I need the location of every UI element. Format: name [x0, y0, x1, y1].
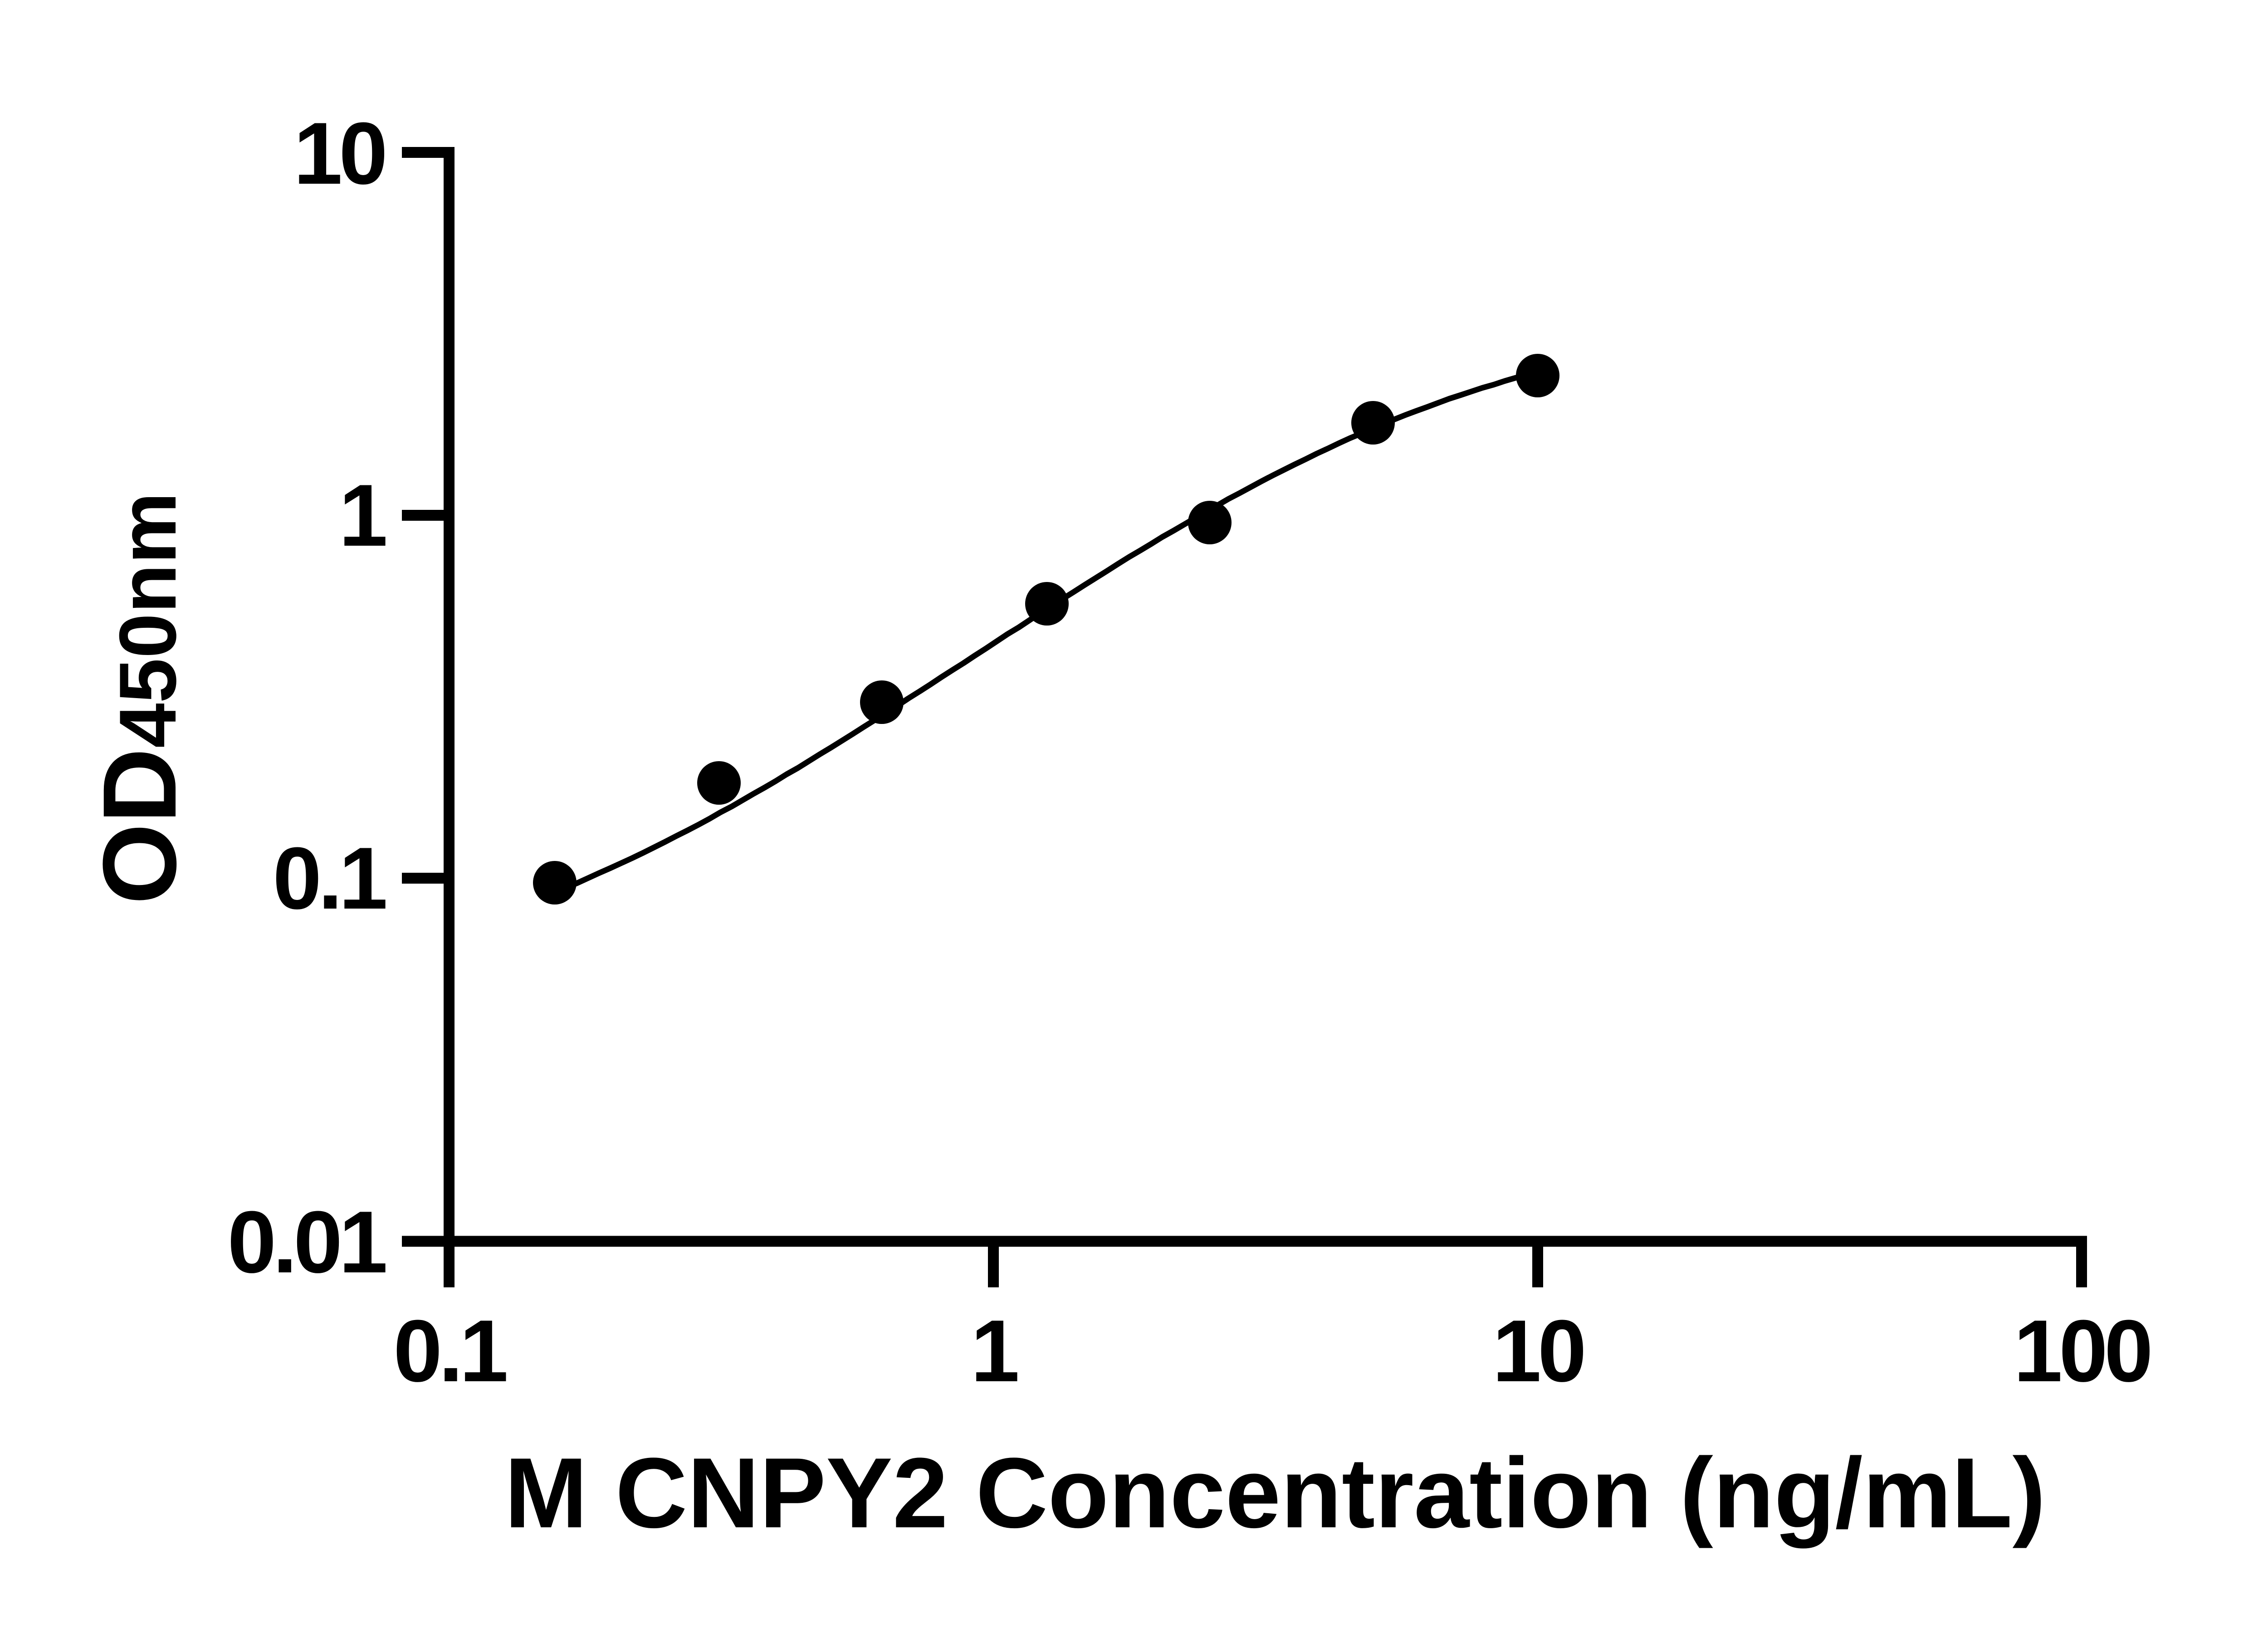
svg-text:1: 1: [971, 1302, 1017, 1400]
svg-text:10: 10: [293, 104, 384, 203]
svg-text:0.01: 0.01: [227, 1193, 386, 1291]
svg-text:M CNPY2 Concentration (ng/mL): M CNPY2 Concentration (ng/mL): [504, 1437, 2046, 1549]
svg-text:0.1: 0.1: [273, 829, 386, 928]
svg-text:OD450nm: OD450nm: [81, 492, 198, 905]
svg-text:100: 100: [2014, 1302, 2150, 1400]
svg-text:1: 1: [339, 466, 386, 565]
svg-text:10: 10: [1492, 1302, 1583, 1400]
svg-text:0.1: 0.1: [393, 1302, 506, 1400]
